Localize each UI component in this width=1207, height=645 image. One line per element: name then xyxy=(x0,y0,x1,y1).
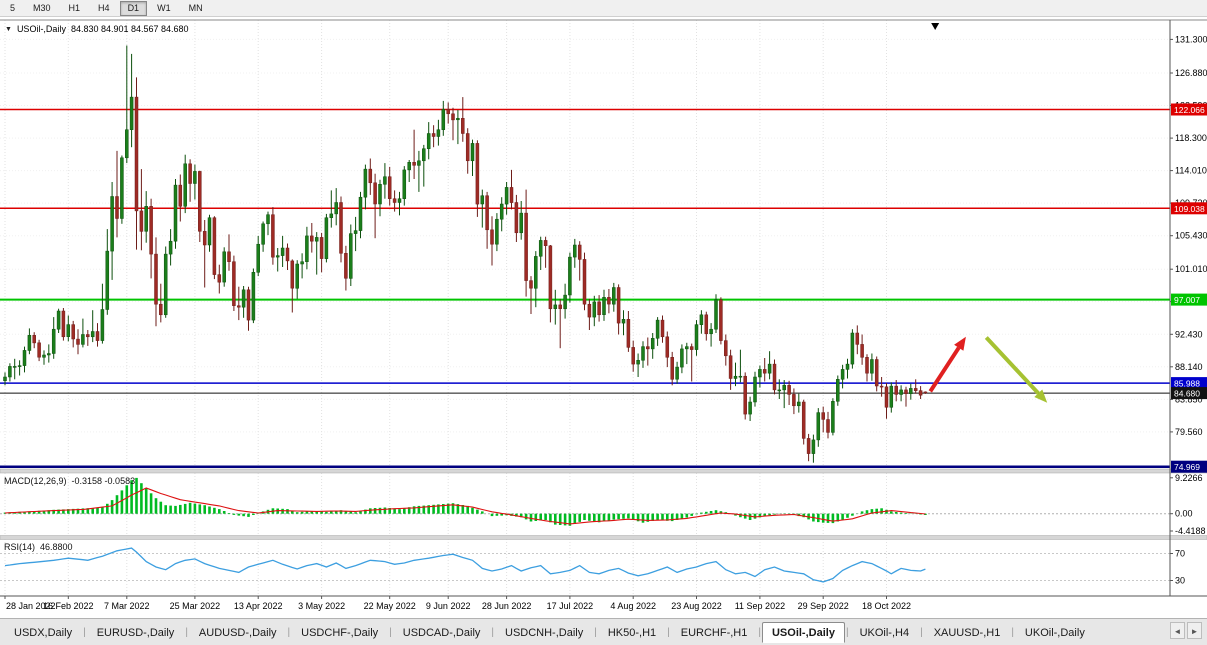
tab-separator: | xyxy=(185,627,188,638)
timeframe-button-m30[interactable]: M30 xyxy=(33,2,51,13)
macd-name: MACD(12,26,9) xyxy=(4,476,67,486)
svg-text:3 May 2022: 3 May 2022 xyxy=(298,601,345,611)
svg-text:25 Mar 2022: 25 Mar 2022 xyxy=(170,601,221,611)
timeframe-button-h4[interactable]: H4 xyxy=(98,2,110,13)
svg-text:30: 30 xyxy=(1175,576,1185,586)
tab-separator: | xyxy=(83,627,86,638)
svg-text:79.560: 79.560 xyxy=(1175,427,1203,437)
chart-tab-usdcad-daily[interactable]: USDCAD-,Daily xyxy=(402,627,481,639)
svg-text:109.038: 109.038 xyxy=(1174,204,1205,214)
candlesticks xyxy=(3,45,928,463)
svg-text:28 Jun 2022: 28 Jun 2022 xyxy=(482,601,532,611)
svg-text:4 Aug 2022: 4 Aug 2022 xyxy=(610,601,656,611)
timeframe-button-mn[interactable]: MN xyxy=(188,2,203,13)
macd-panel xyxy=(0,477,1170,526)
svg-text:13 Apr 2022: 13 Apr 2022 xyxy=(234,601,283,611)
price-axis[interactable]: 131.300126.880122.590118.300114.010109.7… xyxy=(1170,34,1207,586)
chart-canvas[interactable]: 131.300126.880122.590118.300114.010109.7… xyxy=(0,17,1207,618)
svg-text:122.066: 122.066 xyxy=(1174,105,1205,115)
tab-separator: | xyxy=(758,627,761,638)
chart-tab-hk50-h1[interactable]: HK50-,H1 xyxy=(607,627,657,639)
chart-ohlc-values: 84.830 84.901 84.567 84.680 xyxy=(70,24,189,34)
tab-separator: | xyxy=(845,627,849,638)
svg-text:18 Oct 2022: 18 Oct 2022 xyxy=(862,601,911,611)
rsi-name: RSI(14) xyxy=(4,542,36,552)
chart-tab-usdx-daily[interactable]: USDX,Daily xyxy=(14,627,73,639)
macd-values: -0.3158 -0.0583 xyxy=(71,476,136,486)
svg-text:74.969: 74.969 xyxy=(1174,462,1200,472)
svg-text:23 Aug 2022: 23 Aug 2022 xyxy=(671,601,722,611)
tab-scroll-controls: ◄ ► xyxy=(1170,622,1204,639)
svg-text:0.00: 0.00 xyxy=(1175,509,1193,519)
svg-text:85.988: 85.988 xyxy=(1174,379,1200,389)
chart-tabs-list: USDX,Daily | EURUSD-,Daily | AUDUSD-,Daily | U… xyxy=(4,622,1095,643)
macd-indicator-label: MACD(12,26,9) -0.3158 -0.0583 xyxy=(4,476,135,486)
chart-tab-usdcnh-daily[interactable]: USDCNH-,Daily xyxy=(505,627,584,639)
chart-tab-ukoil-h4[interactable]: UKOil-,H4 xyxy=(859,627,910,639)
chart-tab-usdchf-daily[interactable]: USDCHF-,Daily xyxy=(301,627,379,639)
chart-tabs-bar: USDX,Daily | EURUSD-,Daily | AUDUSD-,Daily | U… xyxy=(0,618,1207,645)
svg-text:118.300: 118.300 xyxy=(1175,133,1207,143)
svg-text:105.430: 105.430 xyxy=(1175,231,1207,241)
svg-text:114.010: 114.010 xyxy=(1175,166,1207,176)
svg-text:29 Sep 2022: 29 Sep 2022 xyxy=(798,601,849,611)
panel-separator[interactable] xyxy=(0,535,1207,540)
rsi-panel xyxy=(0,547,1170,583)
trend-arrows[interactable] xyxy=(928,336,1048,403)
svg-text:131.300: 131.300 xyxy=(1175,34,1207,44)
timeframe-toolbar: 5 M30 H1 H4 D1 W1 MN xyxy=(0,0,1207,17)
svg-text:16 Feb 2022: 16 Feb 2022 xyxy=(43,601,94,611)
tab-separator: | xyxy=(667,627,670,638)
timeframe-button-w1[interactable]: W1 xyxy=(157,2,171,13)
svg-text:126.880: 126.880 xyxy=(1175,68,1207,78)
chart-header: ▼ USOil-,Daily 84.830 84.901 84.567 84.6… xyxy=(5,24,189,34)
timeframe-button-5[interactable]: 5 xyxy=(10,2,16,13)
svg-text:83.850: 83.850 xyxy=(1175,394,1203,404)
chart-symbol-period-label: USOil-,Daily xyxy=(16,24,66,34)
price-axis-badges: 122.066 109.038 97.007 85.988 74.969 84.680 xyxy=(1171,103,1207,473)
svg-text:70: 70 xyxy=(1175,549,1185,559)
svg-text:101.010: 101.010 xyxy=(1175,264,1207,274)
chart-collapse-icon[interactable]: ▼ xyxy=(5,25,12,33)
panel-separator[interactable] xyxy=(0,468,1207,474)
rsi-value: 46.8800 xyxy=(40,542,73,552)
chart-tab-usoil-daily[interactable]: USOil-,Daily xyxy=(761,622,845,643)
tab-scroll-left-button[interactable]: ◄ xyxy=(1170,622,1185,639)
chart-tab-eurchf-h1[interactable]: EURCHF-,H1 xyxy=(680,627,748,639)
tab-separator: | xyxy=(389,627,392,638)
rsi-indicator-label: RSI(14) 46.8800 xyxy=(4,542,73,552)
chart-tab-xauusd-h1[interactable]: XAUUSD-,H1 xyxy=(933,627,1001,639)
tab-separator: | xyxy=(1011,627,1014,638)
timeframe-button-d1[interactable]: D1 xyxy=(119,0,148,16)
timeframe-button-h1[interactable]: H1 xyxy=(68,2,81,13)
chart-shift-marker[interactable] xyxy=(931,23,940,30)
svg-text:-4.4188: -4.4188 xyxy=(1175,526,1206,536)
chart-tab-ukoil-daily[interactable]: UKOil-,Daily xyxy=(1024,627,1085,639)
svg-text:11 Sep 2022: 11 Sep 2022 xyxy=(735,601,785,611)
tab-separator: | xyxy=(594,627,597,638)
time-grid xyxy=(4,20,887,596)
svg-text:17 Jul 2022: 17 Jul 2022 xyxy=(547,601,594,611)
svg-text:88.140: 88.140 xyxy=(1175,362,1203,372)
tab-separator: | xyxy=(287,627,291,638)
svg-text:9.2266: 9.2266 xyxy=(1175,473,1203,483)
svg-text:28 Jan 2022: 28 Jan 2022 xyxy=(6,601,56,611)
svg-text:9 Jun 2022: 9 Jun 2022 xyxy=(426,601,471,611)
svg-text:97.007: 97.007 xyxy=(1174,295,1200,305)
svg-text:7 Mar 2022: 7 Mar 2022 xyxy=(104,601,150,611)
chart-area[interactable]: 131.300126.880122.590118.300114.010109.7… xyxy=(0,17,1207,618)
svg-text:84.680: 84.680 xyxy=(1174,389,1200,399)
svg-text:92.430: 92.430 xyxy=(1175,329,1203,339)
chart-tab-audusd-daily[interactable]: AUDUSD-,Daily xyxy=(198,627,277,639)
tab-separator: | xyxy=(491,627,494,638)
chart-tab-eurusd-daily[interactable]: EURUSD-,Daily xyxy=(96,627,175,639)
tab-separator: | xyxy=(920,627,923,638)
tab-scroll-right-button[interactable]: ► xyxy=(1187,622,1202,639)
svg-text:22 May 2022: 22 May 2022 xyxy=(364,601,416,611)
